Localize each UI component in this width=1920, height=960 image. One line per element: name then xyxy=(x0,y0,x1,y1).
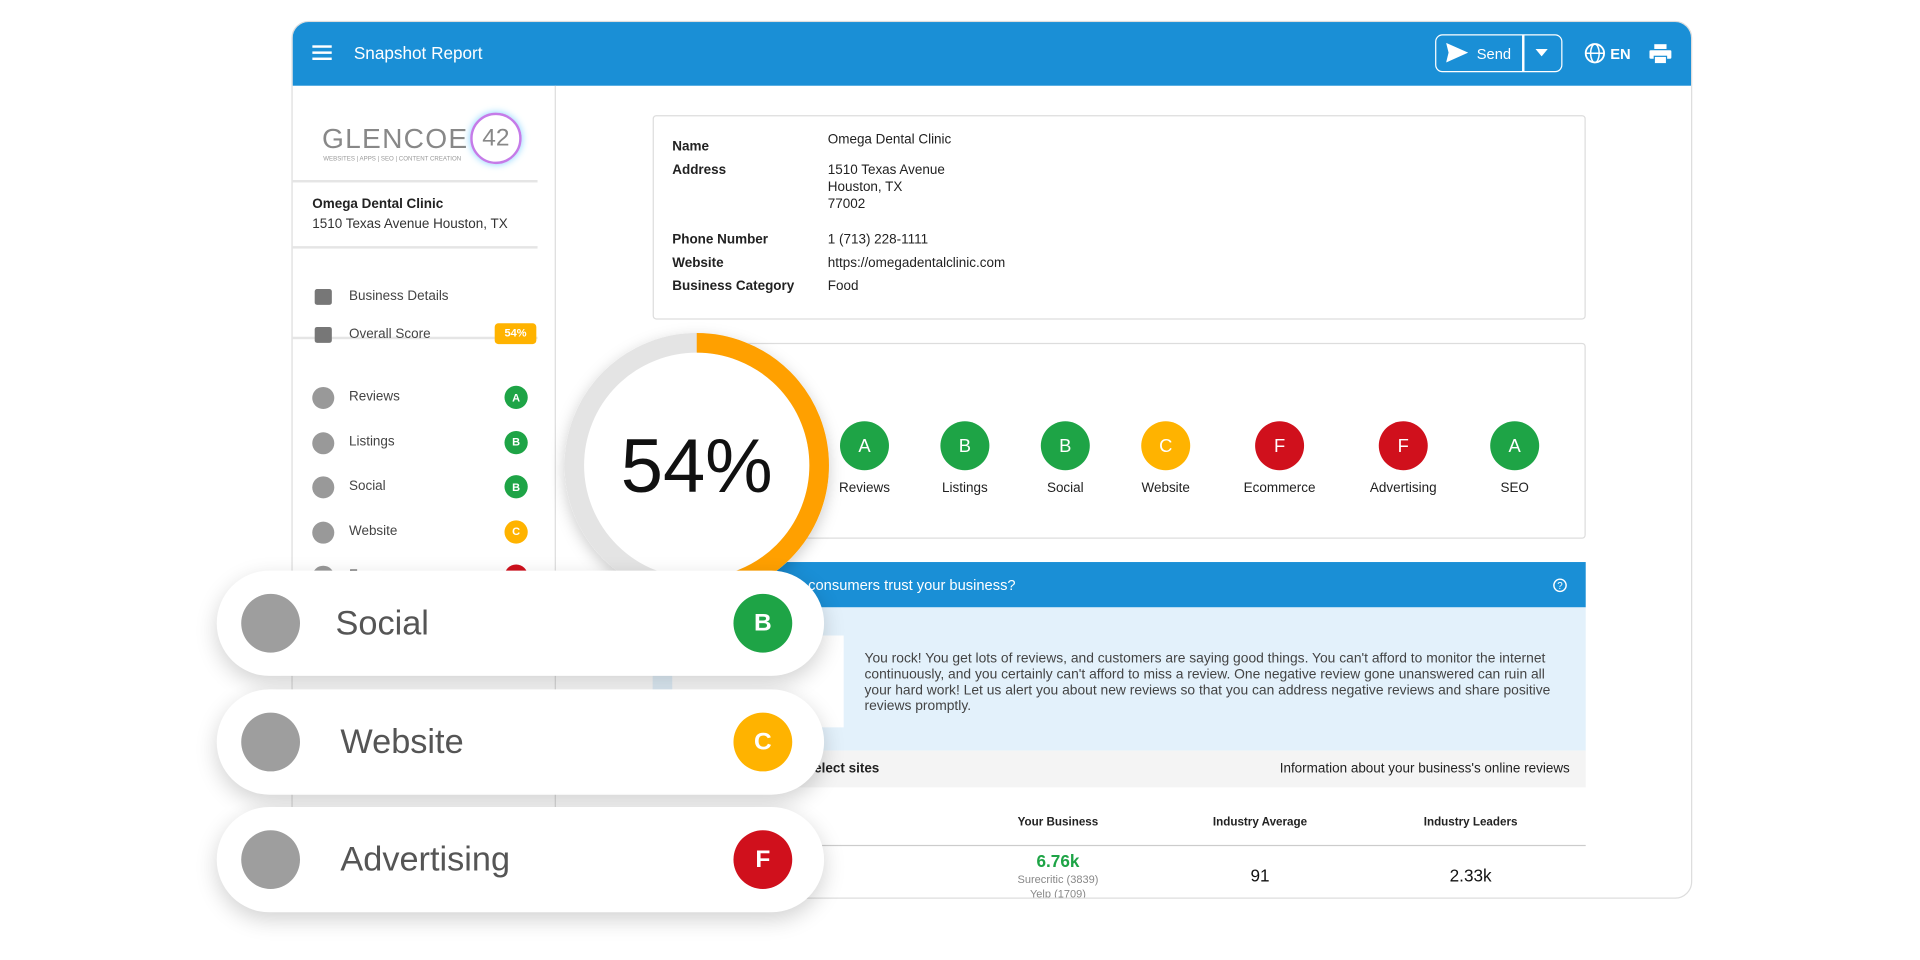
grade-circle: A xyxy=(840,421,889,471)
grade-circle: F xyxy=(1378,421,1428,471)
your-business-value: 6.76k xyxy=(1036,851,1080,871)
source: Yelp (1709) xyxy=(1029,887,1086,899)
divider xyxy=(1522,35,1524,72)
card-grade: F xyxy=(733,830,793,889)
divider xyxy=(292,180,538,183)
card-label: Social xyxy=(335,603,429,642)
nav-label: Social xyxy=(348,478,386,494)
grade-label: Reviews xyxy=(839,481,890,496)
field-value: Houston, TX xyxy=(827,180,903,195)
field-label: Business Category xyxy=(672,279,795,294)
table-rule xyxy=(652,844,1586,847)
nav-label: Listings xyxy=(348,434,395,449)
grade-card: Advertising F xyxy=(216,806,825,913)
field-label: Name xyxy=(672,139,709,155)
reviews-question: consumers trust your business? xyxy=(808,576,1016,594)
gauge-back xyxy=(564,333,829,598)
column-header: Your Business xyxy=(1017,815,1099,829)
column-header: Industry Average xyxy=(1212,815,1308,829)
language[interactable]: EN xyxy=(1610,45,1631,63)
grade-card: Social B xyxy=(216,570,825,676)
field-label: Phone Number xyxy=(672,232,769,248)
field-label: Website xyxy=(672,255,724,271)
subheading-right: Information about your business's online… xyxy=(1279,761,1570,777)
svg-text:?: ? xyxy=(1557,581,1563,592)
grade-badge: A xyxy=(504,385,528,409)
grade-label: Social xyxy=(1046,481,1084,496)
grade-circle: C xyxy=(1141,421,1191,471)
score-label: 54% xyxy=(621,424,773,509)
logo-badge: 42 xyxy=(470,112,522,165)
card-label: Advertising xyxy=(340,840,511,878)
grade-circle: B xyxy=(940,421,990,471)
globe-icon[interactable] xyxy=(1584,43,1606,64)
nav-icon xyxy=(314,326,332,343)
field-value: 77002 xyxy=(827,197,866,212)
grade-circle: B xyxy=(1040,421,1090,471)
logo-tagline: WEBSITES | APPS | SEO | CONTENT CREATION xyxy=(323,155,462,163)
grade-label: Listings xyxy=(942,481,988,496)
card-label: Website xyxy=(340,722,464,761)
field-value: 1 (713) 228-1111 xyxy=(827,232,929,248)
menu-icon[interactable] xyxy=(312,44,332,61)
grade-label: Ecommerce xyxy=(1243,481,1316,496)
nav-label: Website xyxy=(348,523,398,539)
grade-label: Website xyxy=(1141,481,1190,496)
nav-label: Business Details xyxy=(348,288,449,304)
source: Surecritic (3839) xyxy=(1017,873,1099,886)
card-grade: C xyxy=(733,712,793,772)
grade-label: Advertising xyxy=(1369,481,1437,496)
divider xyxy=(292,246,538,249)
card-grade: B xyxy=(733,593,793,653)
nav-label: Reviews xyxy=(348,389,400,405)
help-icon[interactable]: ? xyxy=(1553,578,1568,593)
nav-icon xyxy=(314,288,332,305)
dropdown-icon[interactable] xyxy=(1535,48,1548,57)
field-value: Omega Dental Clinic xyxy=(827,132,952,147)
field-label: Address xyxy=(672,162,727,178)
grade-badge: B xyxy=(504,430,528,454)
nav-icon xyxy=(312,431,335,454)
nav-icon xyxy=(312,521,335,544)
send-button[interactable]: Send xyxy=(1435,34,1563,73)
business-card: Name Omega Dental Clinic Address 1510 Texas… xyxy=(652,115,1586,320)
nav-icon xyxy=(312,386,335,409)
column-header: Industry Leaders xyxy=(1423,815,1518,829)
business-address: 1510 Texas Avenue Houston, TX xyxy=(312,216,508,232)
industry-average: 91 xyxy=(1250,865,1270,886)
card-icon xyxy=(241,712,301,772)
grade-circle: A xyxy=(1490,421,1540,471)
card-icon xyxy=(241,830,301,889)
grade-badge: C xyxy=(504,519,528,544)
grade-badge: B xyxy=(504,475,528,499)
grade-label: SEO xyxy=(1500,481,1529,496)
industry-leaders: 2.33k xyxy=(1449,865,1492,886)
divider xyxy=(292,336,538,340)
grade-card: Website C xyxy=(216,689,825,795)
logo-text: GLENCOE xyxy=(322,122,469,155)
reviews-message: You rock! You get lots of reviews, and c… xyxy=(864,651,1551,714)
reviews-table: Your Business Industry Average Industry Le… xyxy=(652,787,1586,899)
nav-label: Overall Score xyxy=(348,326,431,342)
grade-circle: F xyxy=(1255,421,1305,471)
field-value: 1510 Texas Avenue xyxy=(827,162,945,178)
business-name: Omega Dental Clinic xyxy=(312,197,444,212)
send-icon xyxy=(1446,42,1469,63)
field-value: Food xyxy=(827,279,859,294)
send-label: Send xyxy=(1476,45,1512,63)
field-value: https://omegadentalclinic.com xyxy=(827,255,1006,271)
card-icon xyxy=(241,593,301,653)
print-icon[interactable] xyxy=(1649,44,1672,64)
score-badge: 54% xyxy=(494,323,537,345)
header: Snapshot Report Send EN xyxy=(292,22,1692,86)
header-title: Snapshot Report xyxy=(353,42,483,63)
nav-icon xyxy=(312,476,335,499)
